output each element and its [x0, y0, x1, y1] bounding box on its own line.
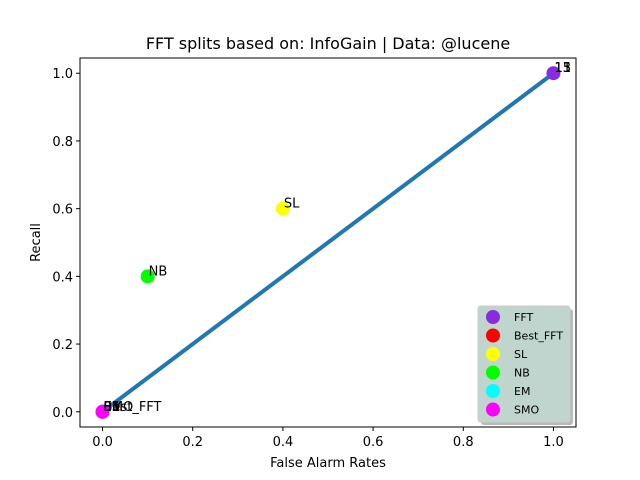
x-tick-label: 0.2	[182, 435, 203, 450]
chart-title: FFT splits based on: InfoGain | Data: @l…	[146, 34, 510, 53]
point-label-2: Best_FFT	[104, 400, 162, 415]
point-smo-0	[95, 404, 110, 419]
diagonal-line	[101, 71, 555, 414]
plot-frame	[79, 57, 577, 428]
point-label-6: 13	[554, 61, 571, 76]
legend-box	[477, 305, 571, 423]
point-label-10: 05	[104, 400, 121, 415]
point-nb-0	[140, 269, 155, 284]
x-tick-label: 0.8	[453, 435, 474, 450]
legend-entry: Best_FFT	[514, 330, 563, 343]
legend-marker	[486, 384, 500, 398]
axis-ticks: 0.0 0.2 0.4 0.6 0.8 1.0 0.0 0.2 0.4 0.6 0.8 1.0	[52, 67, 563, 450]
point-label-5: 11	[554, 61, 571, 76]
point-label-4: SMO	[104, 400, 134, 415]
point-label-1: NB	[149, 264, 168, 279]
x-tick-label: 1.0	[543, 435, 564, 450]
legend-marker	[486, 347, 500, 361]
point-label-0: SL	[284, 197, 300, 212]
legend-marker	[486, 310, 500, 324]
x-axis-label: False Alarm Rates	[270, 456, 386, 471]
point-label-9: 03	[104, 400, 121, 415]
legend-marker	[486, 365, 500, 380]
legend-entry: EM	[514, 385, 530, 398]
point-label-8: 01	[104, 400, 121, 415]
legend: FFT Best_FFT SL NB EM SMO	[477, 305, 573, 425]
point-sl-0	[275, 201, 290, 216]
y-tick-label: 0.2	[52, 338, 73, 353]
point-fft-0	[546, 66, 561, 81]
x-tick-label: 0.0	[92, 435, 113, 450]
legend-marker	[486, 402, 500, 417]
point-label-3: EM	[104, 400, 123, 415]
y-tick-label: 0.0	[52, 406, 73, 421]
legend-entry: SMO	[514, 404, 539, 417]
point-label-7: 15	[554, 61, 571, 76]
legend-entry: NB	[514, 367, 530, 380]
y-tick-label: 0.4	[52, 270, 73, 285]
y-tick-label: 0.8	[52, 135, 73, 150]
legend-entry: SL	[514, 348, 528, 361]
legend-marker	[486, 328, 500, 343]
x-tick-label: 0.4	[273, 435, 294, 450]
y-axis-label: Recall	[29, 223, 44, 262]
legend-entry: FFT	[514, 311, 533, 324]
x-tick-label: 0.6	[363, 435, 384, 450]
y-tick-label: 1.0	[52, 67, 73, 82]
y-tick-label: 0.6	[52, 203, 73, 218]
